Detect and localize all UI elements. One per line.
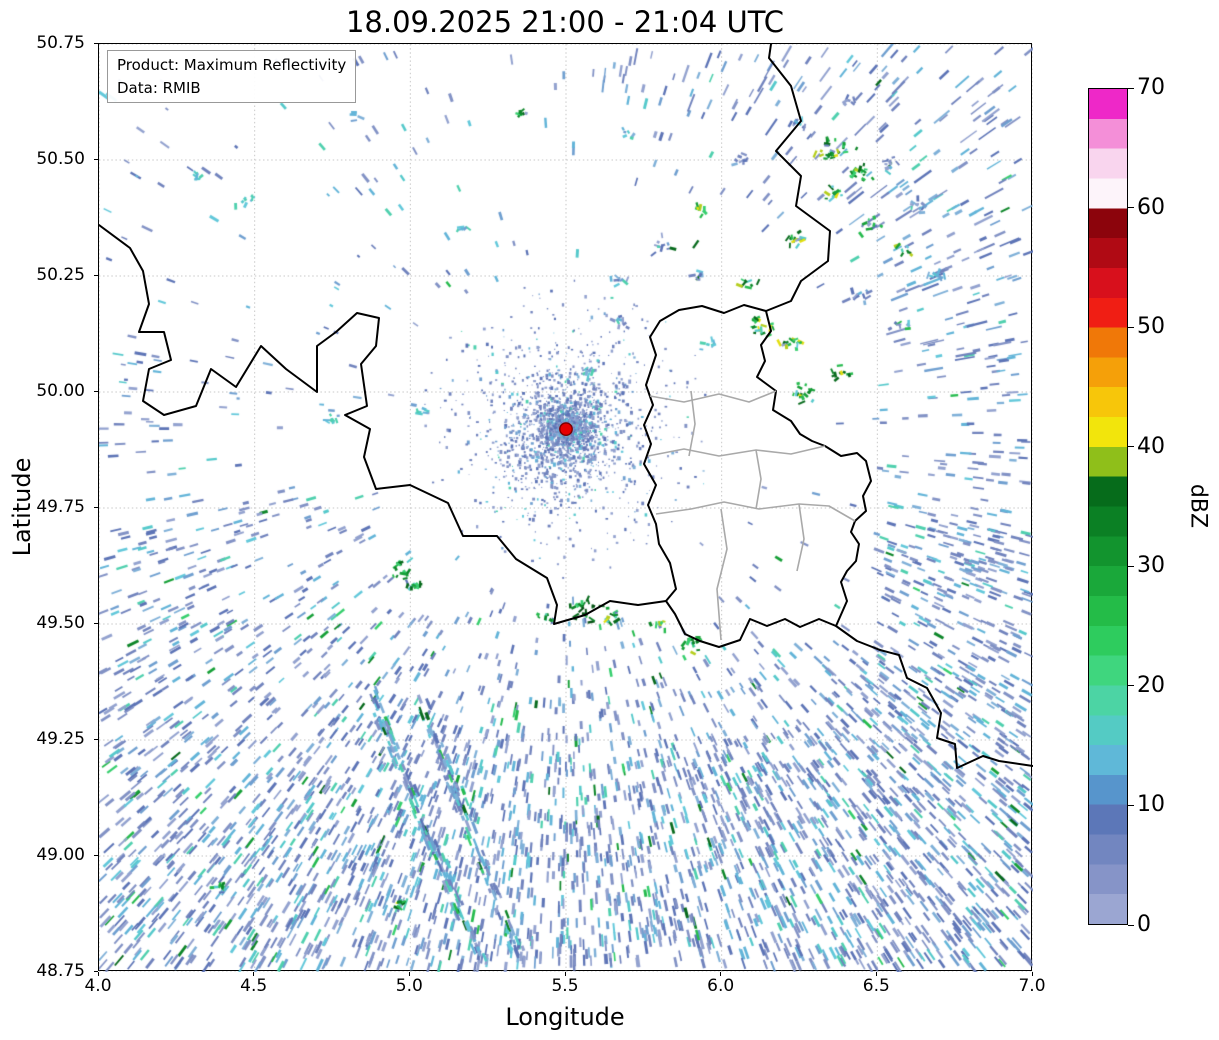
district-border-path [755, 449, 762, 510]
tick-mark [720, 972, 722, 976]
y-tick-label: 49.50 [36, 613, 85, 633]
data-source-label: Data: RMIB [117, 78, 201, 97]
colorbar-ticks: 0 10 20 30 40 50 60 70 [1137, 75, 1207, 937]
x-tick-label: 6.5 [862, 976, 890, 996]
district-border-path [716, 508, 728, 641]
tick-mark [94, 158, 98, 160]
colorbar-tick-label: 10 [1137, 792, 1165, 818]
colorbar-tick-label: 30 [1137, 553, 1165, 579]
district-border-path [655, 501, 856, 522]
country-border-path [765, 44, 831, 312]
tick-mark [1128, 685, 1134, 687]
tick-mark [94, 854, 98, 856]
y-tick-label: 50.75 [36, 33, 85, 53]
figure-title: 18.09.2025 21:00 - 21:04 UTC [345, 5, 785, 39]
country-border-path [643, 304, 872, 648]
tick-mark [253, 972, 255, 976]
tick-mark [1128, 326, 1134, 328]
tick-mark [94, 274, 98, 276]
country-border-layer [99, 44, 1033, 769]
tick-mark [94, 506, 98, 508]
y-tick-label: 49.75 [36, 497, 85, 517]
product-label: Product: Maximum Reflectivity [117, 56, 347, 74]
y-tick-label: 50.00 [36, 381, 85, 401]
x-axis-label-text: Longitude [505, 1003, 625, 1031]
radar-echo-canvas [99, 44, 1033, 972]
tick-mark [94, 390, 98, 392]
tick-mark [1128, 565, 1134, 567]
tick-mark [94, 970, 98, 972]
x-tick-label: 4.5 [240, 976, 268, 996]
tick-mark [408, 972, 410, 976]
x-tick-label: 4.0 [84, 976, 112, 996]
x-axis-ticks: 4.0 4.5 5.0 5.5 6.0 6.5 7.0 [84, 976, 1045, 1000]
tick-mark [1031, 972, 1033, 976]
country-border-path [99, 224, 667, 625]
y-tick-label: 48.75 [36, 961, 85, 981]
tick-mark [875, 972, 877, 976]
x-axis-label: Longitude [98, 1003, 1032, 1031]
tick-mark [1128, 924, 1134, 926]
y-tick-label: 50.50 [36, 149, 85, 169]
district-border-path [688, 390, 696, 457]
colorbar-tick-label: 70 [1137, 75, 1165, 100]
district-border-path [649, 390, 777, 403]
x-tick-label: 7.0 [1018, 976, 1046, 996]
radar-site-marker [559, 422, 573, 437]
product-info-box: Product: Maximum Reflectivity Data: RMIB [107, 50, 357, 103]
x-tick-label: 6.0 [707, 976, 735, 996]
colorbar-tick-label: 60 [1137, 194, 1165, 220]
colorbar-label-text: dBZ [1185, 483, 1211, 529]
colorbar [1088, 88, 1128, 925]
x-tick-label: 5.0 [395, 976, 423, 996]
y-tick-label: 50.25 [36, 265, 85, 285]
y-axis-ticks: 50.75 50.50 50.25 50.00 49.75 49.50 49.25 49.00… [0, 33, 90, 981]
tick-mark [1128, 207, 1134, 209]
tick-mark [1128, 87, 1134, 89]
colorbar-tick-label: 0 [1137, 912, 1151, 937]
plot-area: Product: Maximum Reflectivity Data: RMIB [98, 43, 1033, 972]
tick-mark [94, 738, 98, 740]
district-border-path [796, 503, 805, 572]
x-tick-label: 5.5 [551, 976, 579, 996]
colorbar-tick-label: 20 [1137, 672, 1165, 698]
tick-mark [97, 972, 99, 976]
y-tick-label: 49.25 [36, 729, 85, 749]
tick-mark [564, 972, 566, 976]
district-border-path [647, 445, 826, 457]
y-tick-label: 49.00 [36, 845, 85, 865]
country-border-path [835, 625, 1033, 769]
colorbar-tick-label: 50 [1137, 314, 1165, 340]
tick-mark [94, 42, 98, 44]
tick-mark [94, 622, 98, 624]
colorbar-tick-label: 40 [1137, 433, 1165, 459]
tick-mark [1128, 804, 1134, 806]
tick-mark [1128, 446, 1134, 448]
